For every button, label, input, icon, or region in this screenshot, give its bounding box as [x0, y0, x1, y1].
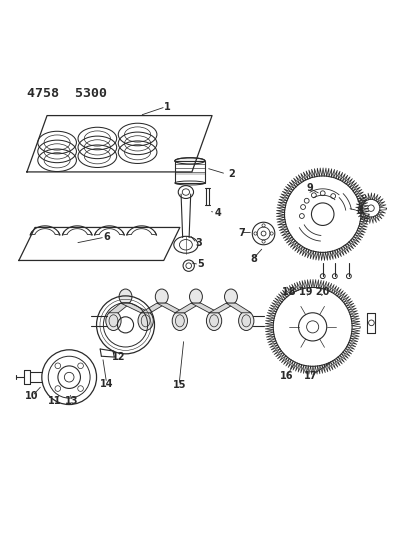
- Text: 2: 2: [228, 169, 235, 179]
- Polygon shape: [141, 303, 166, 313]
- Ellipse shape: [175, 158, 205, 164]
- Text: 4758  5300: 4758 5300: [27, 87, 107, 100]
- Ellipse shape: [106, 311, 121, 330]
- Ellipse shape: [210, 315, 219, 327]
- Text: 12: 12: [112, 352, 125, 362]
- Bar: [175, 161, 205, 183]
- Text: 13: 13: [65, 396, 79, 406]
- Text: 3: 3: [195, 238, 202, 248]
- Text: 4: 4: [215, 207, 222, 217]
- Ellipse shape: [175, 315, 184, 327]
- Ellipse shape: [224, 289, 237, 304]
- Polygon shape: [209, 303, 236, 313]
- Polygon shape: [109, 303, 130, 313]
- Ellipse shape: [138, 311, 153, 330]
- Ellipse shape: [155, 289, 168, 304]
- Text: 15: 15: [173, 380, 186, 390]
- Text: 1: 1: [164, 102, 171, 112]
- Text: 14: 14: [100, 379, 113, 390]
- Ellipse shape: [239, 311, 254, 330]
- Polygon shape: [226, 303, 251, 313]
- Ellipse shape: [141, 315, 150, 327]
- Ellipse shape: [189, 289, 202, 304]
- Text: 16: 16: [280, 371, 293, 381]
- Text: 18 19 20: 18 19 20: [282, 287, 329, 297]
- Polygon shape: [175, 303, 201, 313]
- Text: 9: 9: [307, 183, 314, 193]
- Polygon shape: [191, 303, 219, 313]
- Text: 8: 8: [356, 206, 363, 215]
- Ellipse shape: [172, 311, 188, 330]
- Ellipse shape: [119, 289, 132, 304]
- Polygon shape: [121, 303, 151, 313]
- Text: 17: 17: [304, 371, 317, 381]
- Text: 10: 10: [25, 391, 38, 401]
- Polygon shape: [157, 303, 185, 313]
- Text: 11: 11: [48, 396, 62, 406]
- Ellipse shape: [242, 315, 251, 327]
- Text: 7: 7: [238, 228, 245, 238]
- Text: 6: 6: [103, 232, 110, 242]
- Ellipse shape: [109, 315, 118, 327]
- Ellipse shape: [206, 311, 222, 330]
- Text: 5: 5: [197, 260, 204, 270]
- Text: 8: 8: [251, 254, 258, 264]
